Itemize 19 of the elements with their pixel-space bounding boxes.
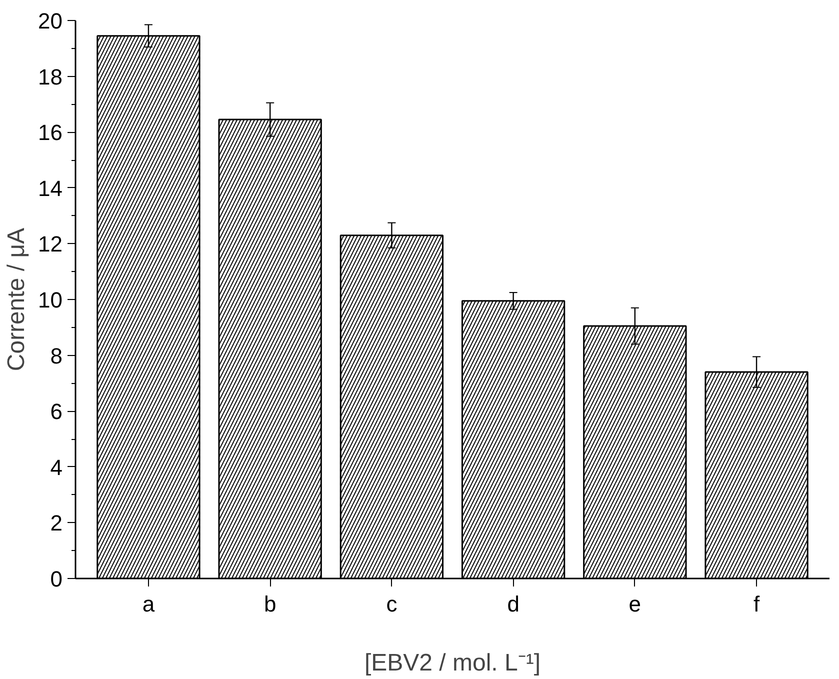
y-tick-label: 4 — [50, 454, 63, 480]
x-axis-title: [EBV2 / mol. L⁻¹] — [364, 650, 541, 676]
x-tick-label: f — [753, 592, 760, 616]
y-tick-label: 2 — [50, 510, 63, 536]
y-axis-title: Corrente / μA — [3, 228, 30, 372]
y-tick-label: 16 — [38, 120, 63, 146]
y-tick-label: 0 — [50, 566, 63, 592]
y-tick-label: 18 — [38, 64, 63, 90]
x-tick-label: d — [507, 592, 520, 616]
x-tick-label: a — [142, 592, 156, 616]
y-tick-label: 8 — [50, 343, 63, 368]
x-tick-label: b — [264, 592, 276, 616]
y-tick-label: 10 — [38, 288, 63, 312]
x-tick-label: e — [628, 592, 642, 616]
y-tick-label: 14 — [38, 176, 63, 201]
y-tick-label: 12 — [38, 232, 63, 257]
y-tick-label: 6 — [50, 399, 63, 424]
x-tick-label: c — [386, 592, 398, 616]
y-tick-label: 20 — [38, 8, 63, 34]
